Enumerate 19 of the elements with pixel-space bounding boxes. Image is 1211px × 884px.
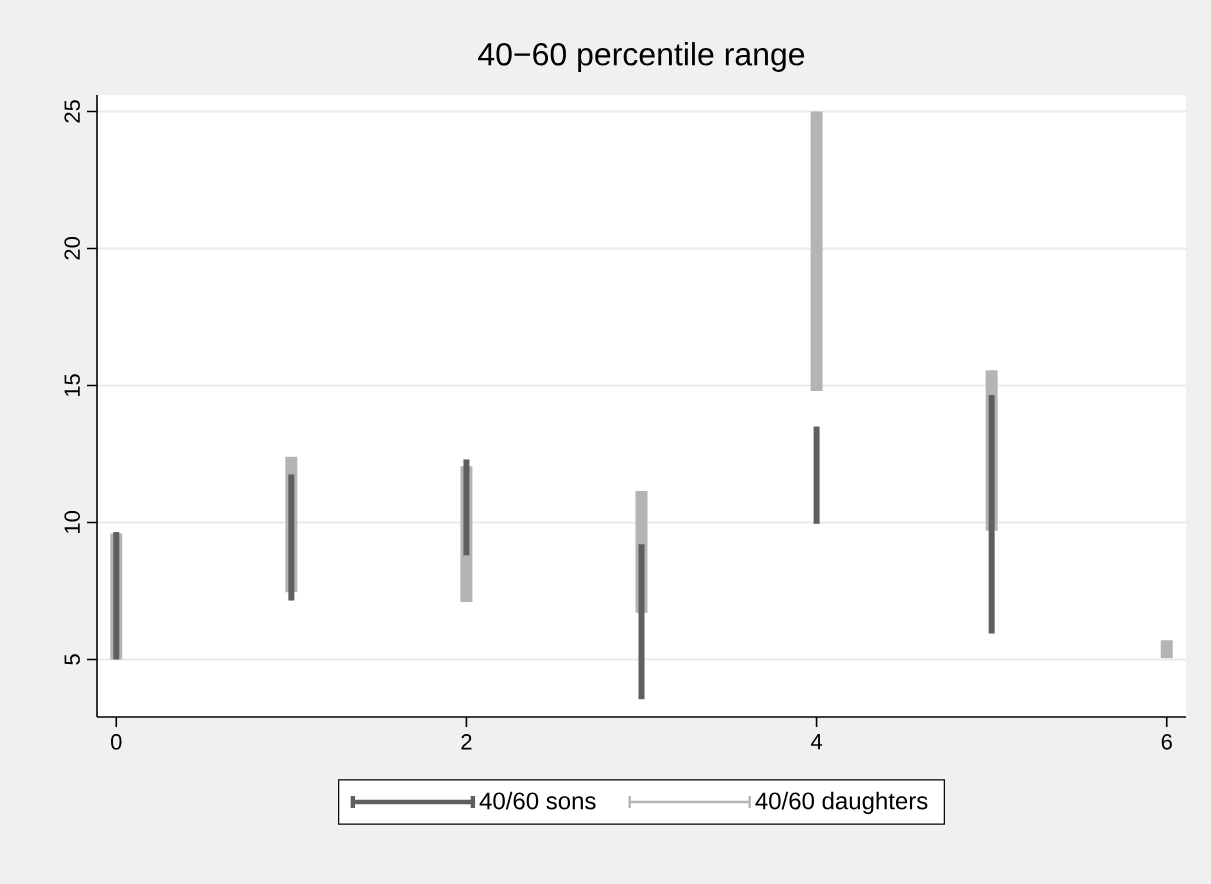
- y-tick-label: 20: [64, 237, 80, 260]
- x-tick-label: 4: [810, 734, 823, 750]
- chart-title: 40−60 percentile range: [478, 42, 805, 72]
- bar: [638, 544, 645, 700]
- y-tick-label: 10: [64, 511, 80, 534]
- bar: [813, 426, 820, 524]
- x-tick-label: 6: [1161, 734, 1172, 750]
- bar: [288, 474, 295, 601]
- legend-label: 40/60 daughters: [755, 791, 928, 815]
- y-tick-label: 15: [64, 374, 80, 397]
- x-tick-label: 0: [111, 734, 122, 750]
- x-tick-label: 2: [461, 734, 472, 750]
- bar: [810, 111, 823, 391]
- bar: [988, 395, 995, 634]
- y-tick-label: 5: [64, 654, 80, 665]
- y-tick-label: 25: [64, 100, 80, 123]
- bar: [463, 459, 470, 556]
- legend-label: 40/60 sons: [479, 791, 596, 810]
- bar: [1160, 640, 1173, 659]
